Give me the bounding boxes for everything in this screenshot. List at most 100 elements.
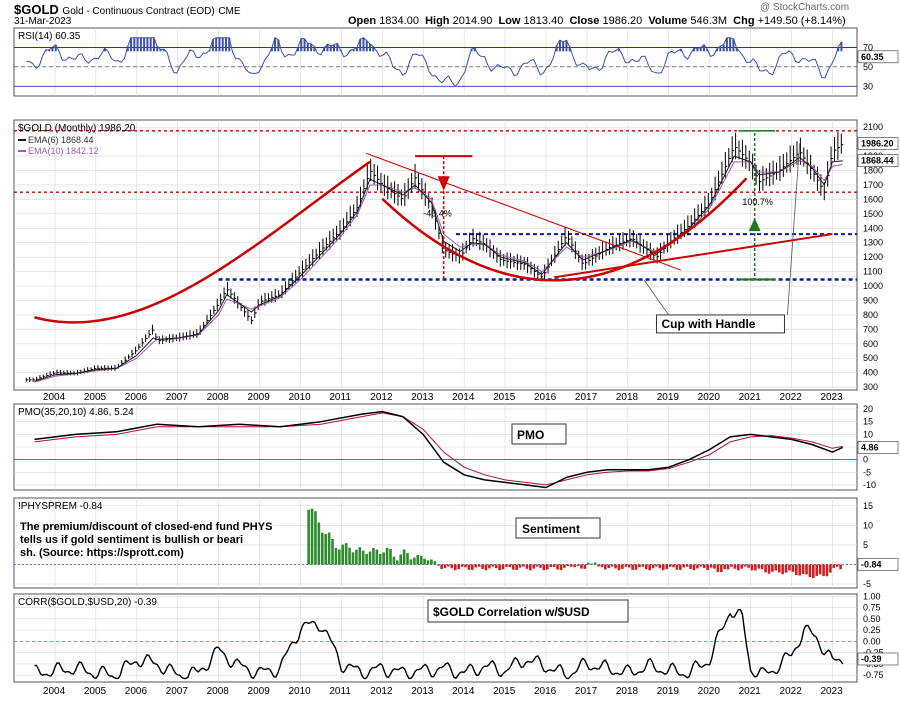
price-year-label: 2015 bbox=[493, 392, 516, 403]
sentiment-bar bbox=[590, 563, 593, 565]
price-year-label: 2023 bbox=[820, 392, 843, 403]
sentiment-bar bbox=[471, 564, 474, 570]
price-year-label: 2019 bbox=[657, 392, 680, 403]
sentiment-bar bbox=[822, 564, 825, 577]
sentiment-bar bbox=[361, 550, 365, 565]
price-year-label: 2007 bbox=[166, 392, 189, 403]
sentiment-bar bbox=[372, 547, 375, 565]
pmo-label-box bbox=[511, 423, 567, 445]
pmo-signal-line bbox=[34, 412, 843, 486]
sentiment-tick-label: 15 bbox=[863, 501, 873, 511]
sentiment-bar bbox=[641, 564, 645, 567]
bottom-year-label: 2021 bbox=[739, 686, 762, 697]
sentiment-bar bbox=[396, 560, 399, 565]
symbol: $GOLD bbox=[14, 2, 59, 17]
sentiment-bar bbox=[327, 532, 331, 565]
pmo-title: PMO(35,20,10) 4.86, 5.24 bbox=[18, 407, 134, 418]
sentiment-bar bbox=[788, 564, 791, 571]
correlation-tick-label: -0.75 bbox=[863, 670, 884, 680]
price-tick-label: 1500 bbox=[863, 209, 883, 219]
sentiment-tick-label: 5 bbox=[863, 540, 868, 550]
sentiment-bar bbox=[563, 564, 566, 568]
instrument-name: Gold - Continuous Contract (EOD) bbox=[62, 6, 215, 17]
sentiment-bar bbox=[777, 564, 781, 573]
price-tick-label: 1600 bbox=[863, 194, 883, 204]
sentiment-note: The premium/discount of closed-end fund … bbox=[20, 521, 272, 559]
sentiment-bar bbox=[576, 564, 580, 566]
sentiment-bar bbox=[399, 554, 403, 565]
sentiment-bar bbox=[624, 564, 628, 567]
sentiment-bar bbox=[750, 564, 754, 571]
close-value: 1986.20 bbox=[602, 15, 643, 27]
open-label: Open bbox=[348, 15, 377, 27]
sentiment-bar bbox=[351, 552, 355, 565]
sentiment-bar bbox=[682, 564, 686, 568]
price-tick-label: 1000 bbox=[863, 281, 883, 291]
price-year-label: 2022 bbox=[780, 392, 803, 403]
price-tick-label: 300 bbox=[863, 382, 878, 392]
drawdown-percent-label: -46.4% bbox=[423, 209, 452, 219]
sentiment-bar bbox=[556, 564, 559, 570]
watermark: @ StockCharts.com bbox=[760, 2, 850, 13]
price-year-label: 2004 bbox=[43, 392, 66, 403]
sentiment-bar bbox=[358, 547, 362, 565]
sentiment-bar bbox=[791, 564, 795, 572]
sentiment-bar bbox=[600, 564, 604, 568]
pmo-tick-label: 15 bbox=[863, 417, 873, 427]
bottom-year-label: 2015 bbox=[493, 686, 516, 697]
sentiment-bar bbox=[368, 551, 372, 565]
sentiment-bar bbox=[535, 564, 539, 567]
sentiment-bar bbox=[638, 564, 641, 568]
rsi-current-value: 60.35 bbox=[861, 52, 884, 62]
sentiment-bar bbox=[747, 564, 750, 568]
price-year-label: 2009 bbox=[248, 392, 271, 403]
bottom-year-label: 2010 bbox=[288, 686, 311, 697]
bottom-year-label: 2008 bbox=[207, 686, 230, 697]
sentiment-bar bbox=[317, 522, 321, 565]
sentiment-bar bbox=[552, 564, 556, 568]
sentiment-current-value-box bbox=[857, 558, 899, 571]
sentiment-bar bbox=[542, 564, 546, 571]
ema6-line bbox=[34, 155, 843, 382]
sentiment-bar bbox=[447, 564, 450, 567]
sentiment-title: !PHYSPREM -0.84 bbox=[18, 501, 103, 512]
sentiment-bar bbox=[679, 564, 682, 570]
sentiment-bar bbox=[648, 564, 651, 571]
low-label: Low bbox=[498, 15, 521, 27]
sentiment-bar bbox=[511, 564, 515, 570]
parabolic-arc bbox=[34, 160, 371, 324]
sentiment-bar bbox=[389, 549, 392, 565]
sentiment-bar bbox=[559, 564, 563, 571]
price-ema-value: 1868.44 bbox=[861, 156, 894, 166]
bottom-year-label: 2014 bbox=[452, 686, 475, 697]
bottom-year-label: 2022 bbox=[780, 686, 803, 697]
bottom-year-label: 2017 bbox=[575, 686, 598, 697]
sentiment-panel bbox=[13, 497, 858, 589]
sentiment-bar bbox=[644, 564, 648, 570]
sentiment-bar bbox=[334, 547, 338, 565]
bottom-year-label: 2023 bbox=[820, 686, 843, 697]
sentiment-bar bbox=[406, 553, 409, 565]
sentiment-bar bbox=[419, 555, 423, 565]
price-tick-label: 1700 bbox=[863, 180, 883, 190]
sentiment-bar bbox=[505, 564, 508, 567]
sentiment-bar bbox=[378, 553, 382, 565]
sentiment-bar bbox=[525, 564, 529, 569]
sentiment-bar bbox=[737, 564, 740, 571]
sentiment-bar bbox=[784, 564, 788, 573]
sentiment-bar bbox=[781, 564, 784, 575]
price-tick-label: 900 bbox=[863, 295, 878, 305]
sentiment-bar bbox=[529, 564, 532, 571]
sentiment-bar bbox=[668, 564, 672, 567]
sentiment-label-box bbox=[515, 517, 601, 539]
ema6-legend: EMA(6) 1868.44 bbox=[28, 135, 94, 145]
sentiment-bar bbox=[457, 564, 460, 570]
chart-date: 31-Mar-2023 bbox=[14, 16, 72, 27]
sentiment-note-line: sh. (Source: https://sprott.com) bbox=[20, 547, 184, 559]
sentiment-bar bbox=[477, 564, 481, 567]
rsi-tick-label: 30 bbox=[863, 81, 873, 91]
price-year-label: 2020 bbox=[698, 392, 721, 403]
sentiment-bar bbox=[829, 564, 832, 573]
price-last-close: 1986.20 bbox=[861, 139, 894, 149]
